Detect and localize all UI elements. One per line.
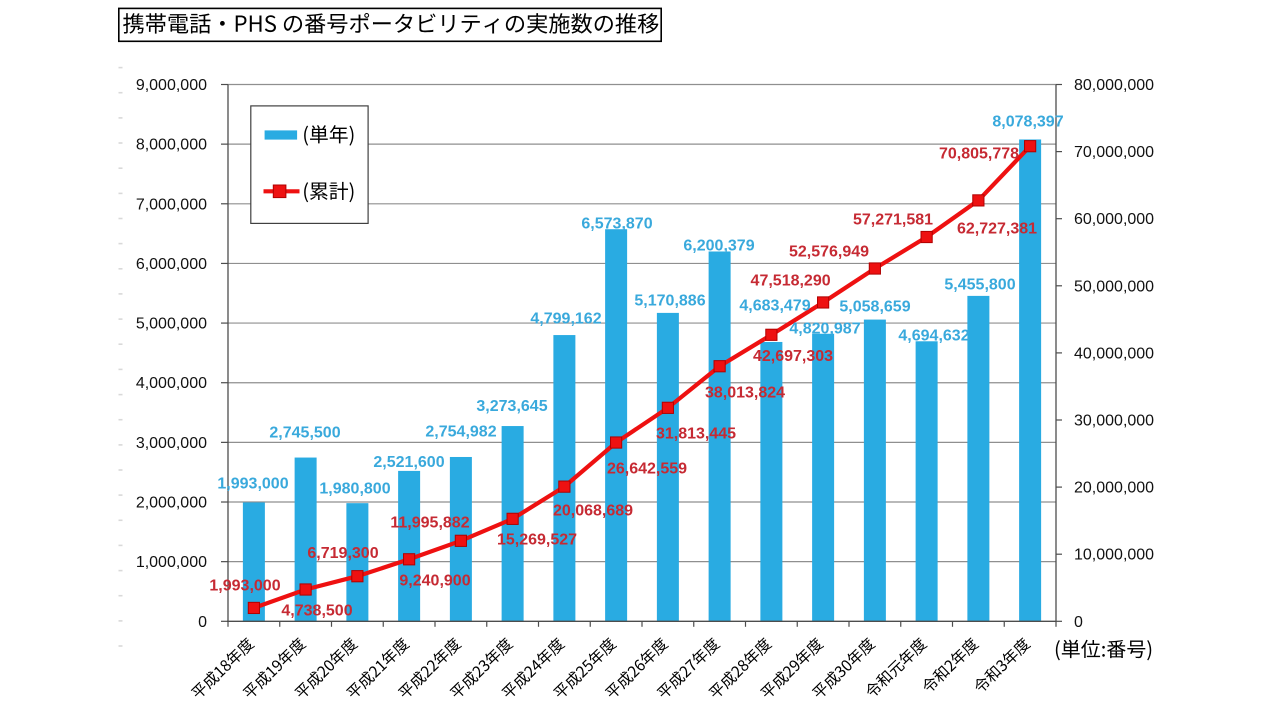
svg-text:5,170,886: 5,170,886	[634, 292, 705, 309]
svg-text:31,813,445: 31,813,445	[656, 425, 736, 442]
svg-text:0: 0	[1074, 614, 1083, 631]
svg-text:1,993,000: 1,993,000	[209, 577, 280, 594]
svg-text:9,000,000: 9,000,000	[136, 77, 207, 94]
svg-text:42,697,303: 42,697,303	[753, 348, 833, 365]
svg-text:4,694,632: 4,694,632	[898, 327, 969, 344]
svg-text:8,078,397: 8,078,397	[992, 113, 1063, 130]
svg-text:6,000,000: 6,000,000	[136, 256, 207, 273]
svg-text:15,269,527: 15,269,527	[497, 531, 577, 548]
svg-text:4,738,500: 4,738,500	[281, 602, 352, 619]
svg-text:0: 0	[198, 614, 207, 631]
svg-text:5,455,800: 5,455,800	[944, 276, 1015, 293]
svg-text:2,521,600: 2,521,600	[373, 454, 444, 471]
svg-text:70,000,000: 70,000,000	[1074, 144, 1154, 161]
svg-text:4,683,479: 4,683,479	[739, 297, 810, 314]
svg-text:7,000,000: 7,000,000	[136, 196, 207, 213]
svg-text:2,754,982: 2,754,982	[425, 423, 496, 440]
svg-text:52,576,949: 52,576,949	[789, 244, 869, 261]
svg-text:4,820,987: 4,820,987	[789, 320, 860, 337]
svg-text:50,000,000: 50,000,000	[1074, 278, 1154, 295]
svg-text:40,000,000: 40,000,000	[1074, 345, 1154, 362]
svg-text:3,273,645: 3,273,645	[476, 398, 547, 415]
svg-text:5,058,659: 5,058,659	[839, 298, 910, 315]
svg-text:10,000,000: 10,000,000	[1074, 547, 1154, 564]
svg-text:57,271,581: 57,271,581	[853, 211, 933, 228]
svg-text:26,642,559: 26,642,559	[607, 460, 687, 477]
svg-text:1,993,000: 1,993,000	[217, 476, 288, 493]
svg-text:47,518,290: 47,518,290	[751, 273, 831, 290]
svg-text:38,013,824: 38,013,824	[705, 384, 785, 401]
svg-text:8,000,000: 8,000,000	[136, 137, 207, 154]
svg-text:1,000,000: 1,000,000	[136, 554, 207, 571]
svg-text:6,719,300: 6,719,300	[307, 545, 378, 562]
svg-text:62,727,381: 62,727,381	[957, 220, 1037, 237]
svg-text:4,000,000: 4,000,000	[136, 375, 207, 392]
svg-text:2,000,000: 2,000,000	[136, 495, 207, 512]
svg-text:9,240,900: 9,240,900	[399, 572, 470, 589]
svg-text:2,745,500: 2,745,500	[269, 425, 340, 442]
svg-text:20,000,000: 20,000,000	[1074, 480, 1154, 497]
svg-text:1,980,800: 1,980,800	[319, 481, 390, 498]
svg-text:60,000,000: 60,000,000	[1074, 211, 1154, 228]
svg-text:20,068,689: 20,068,689	[553, 502, 633, 519]
svg-text:11,995,882: 11,995,882	[390, 514, 469, 531]
svg-text:6,200,379: 6,200,379	[683, 237, 754, 254]
svg-text:80,000,000: 80,000,000	[1074, 77, 1154, 94]
svg-text:6,573,870: 6,573,870	[581, 215, 652, 232]
svg-text:30,000,000: 30,000,000	[1074, 413, 1154, 430]
svg-text:3,000,000: 3,000,000	[136, 435, 207, 452]
svg-text:5,000,000: 5,000,000	[136, 316, 207, 333]
svg-text:70,805,778: 70,805,778	[939, 145, 1019, 162]
svg-text:4,799,162: 4,799,162	[530, 310, 601, 327]
